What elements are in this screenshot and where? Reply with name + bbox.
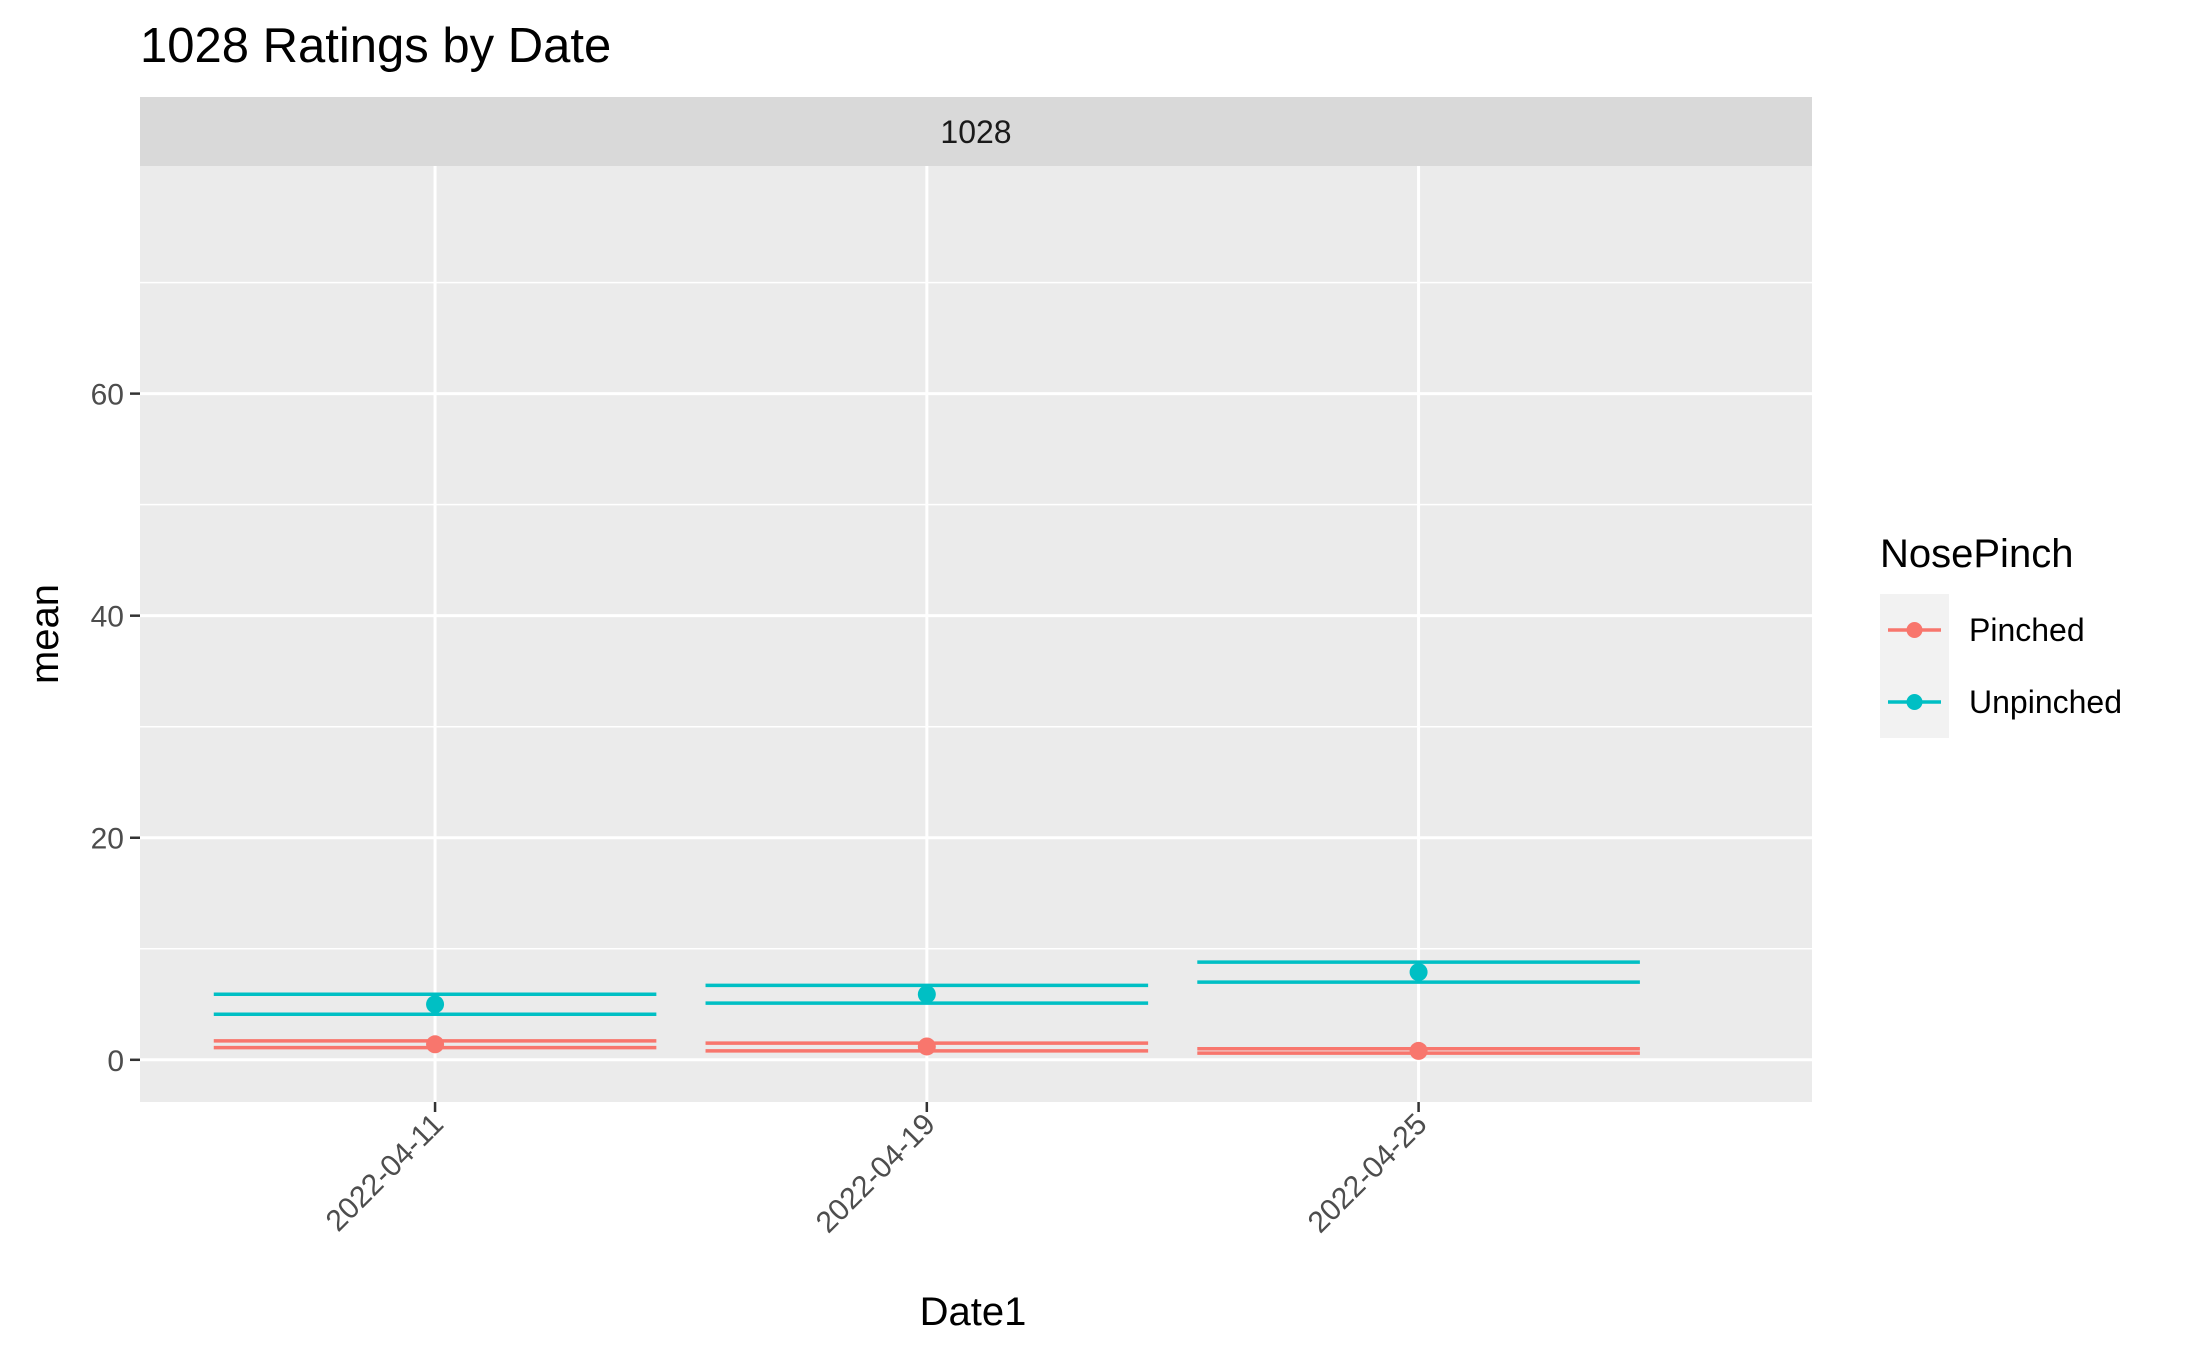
data-point xyxy=(426,1035,445,1054)
x-axis: 2022-04-11 2022-04-19 2022-04-25 xyxy=(320,1102,1434,1239)
x-tick-label: 2022-04-25 xyxy=(1302,1108,1434,1240)
facet-strip-label: 1028 xyxy=(940,114,1011,150)
y-tick-label: 0 xyxy=(107,1045,124,1078)
legend-label: Unpinched xyxy=(1969,684,2122,720)
grid-major xyxy=(140,166,1812,1102)
data-point xyxy=(1409,1041,1428,1060)
data-point xyxy=(917,1037,936,1056)
facet-strip xyxy=(140,97,1812,166)
legend-key-point xyxy=(1906,622,1923,638)
legend-keys: Pinched Unpinched xyxy=(1880,594,2122,738)
data-point xyxy=(917,985,936,1004)
data-points xyxy=(426,963,1428,1060)
grid-minor xyxy=(140,281,1812,950)
plot-panel xyxy=(140,166,1812,1102)
legend-label: Pinched xyxy=(1969,612,2085,648)
legend-key-point xyxy=(1906,694,1923,710)
y-tick-label: 20 xyxy=(91,823,124,856)
data-point xyxy=(426,995,445,1014)
x-tick-label: 2022-04-11 xyxy=(320,1108,450,1238)
legend-title: NosePinch xyxy=(1880,532,2073,576)
y-tick-label: 60 xyxy=(91,379,124,412)
y-axis-title: mean xyxy=(23,584,67,684)
y-axis: 0 20 40 60 xyxy=(91,379,140,1078)
data-point xyxy=(1409,963,1428,982)
x-axis-title: Date1 xyxy=(920,1290,1027,1334)
legend: NosePinch Pinched Unpinched xyxy=(1880,532,2122,738)
chart-title: 1028 Ratings by Date xyxy=(140,19,611,73)
x-tick-label: 2022-04-19 xyxy=(810,1108,942,1240)
y-tick-label: 40 xyxy=(91,601,124,634)
